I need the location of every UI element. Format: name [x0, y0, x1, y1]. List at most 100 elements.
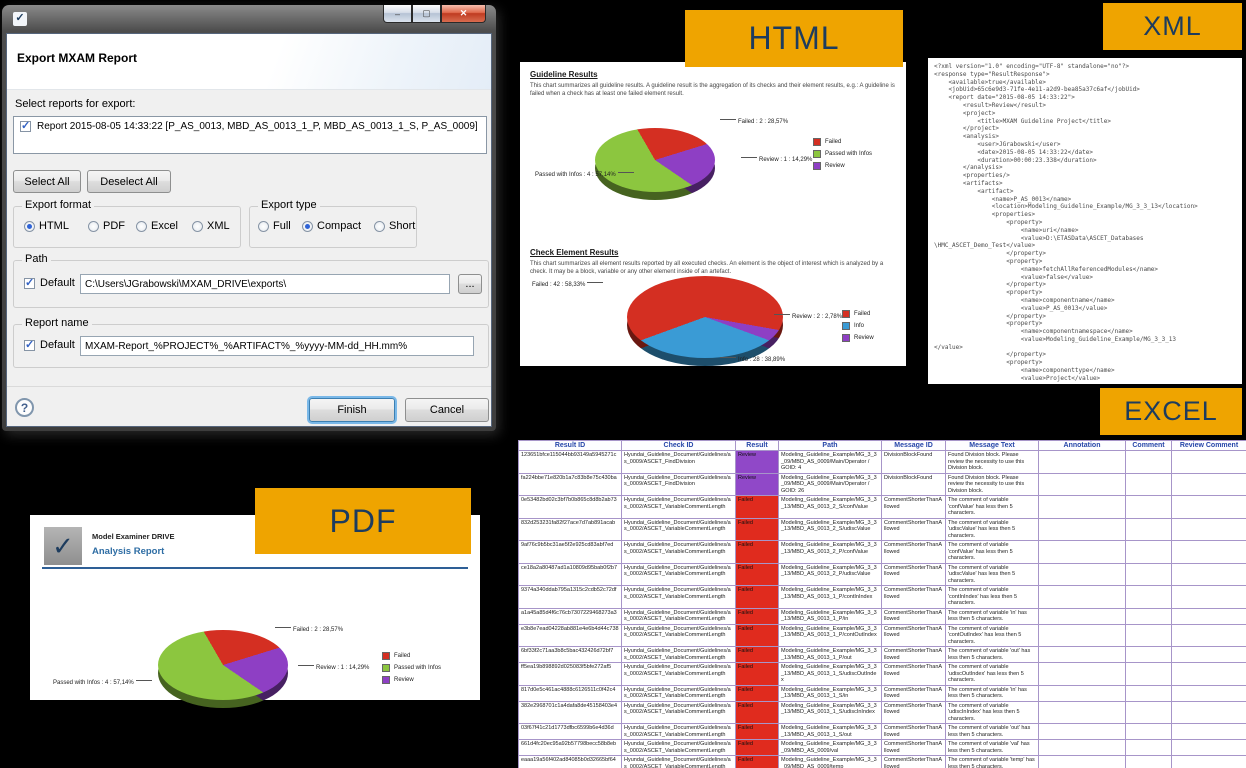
check-id-cell: Hyundai_Guideline_Document/Guidelines/as… — [621, 607, 736, 625]
review-comment-cell — [1171, 472, 1246, 496]
radio-html[interactable]: HTML — [24, 220, 69, 232]
result-id-cell: fa224bbe71e820b1a7c83b8e75c430ba — [518, 472, 622, 496]
path-default-checkbox-row[interactable]: Default — [24, 276, 75, 289]
table-row[interactable]: 123651bfce115044bb93149a5945271c Hyundai_… — [518, 450, 1246, 474]
header-message-id[interactable]: Message ID — [881, 440, 946, 451]
table-row[interactable]: 03f67f41c21d1773dfbc6599b6e4d36d Hyundai_… — [518, 723, 1246, 740]
legend-label-failed: Failed — [854, 311, 871, 317]
path-cell: Modeling_Guideline_Example/MG_3_3_13/MBD… — [778, 723, 882, 740]
check-id-cell: Hyundai_Guideline_Document/Guidelines/as… — [621, 623, 736, 647]
annotation-cell — [1038, 662, 1126, 686]
result-id-cell: 9374a340ddab795a1315c2cdb52c72df — [518, 585, 622, 609]
message-id-cell: CommentShorterThanAllowed — [881, 585, 946, 609]
header-message-text[interactable]: Message Text — [945, 440, 1039, 451]
path-cell: Modeling_Guideline_Example/MG_3_3_13/MBD… — [778, 700, 882, 724]
table-row[interactable]: eaaa19a56f402ad84085b0d32665bf64 Hyundai_… — [518, 755, 1246, 768]
table-row[interactable]: 9374a340ddab795a1315c2cdb52c72df Hyundai_… — [518, 585, 1246, 609]
annotation-cell — [1038, 755, 1126, 768]
maximize-button[interactable]: ▢ — [412, 5, 441, 23]
path-default-checkbox[interactable] — [24, 276, 35, 289]
result-cell: Failed — [735, 540, 779, 564]
report-item-label: Report 2015-08-05 14:33:22 [P_AS_0013, M… — [37, 121, 478, 132]
radio-compact[interactable]: Compact — [302, 220, 361, 232]
table-row[interactable]: 382e2968701c1a4dafa8de45158403e4 Hyundai_… — [518, 700, 1246, 724]
result-cell: Failed — [735, 684, 779, 702]
legend-swatch-passed — [382, 664, 390, 672]
table-row[interactable]: a1a45a85d4f6c76cb7307229468273a3 Hyundai_… — [518, 607, 1246, 625]
annotation-cell — [1038, 684, 1126, 702]
check-id-cell: Hyundai_Guideline_Document/Guidelines/as… — [621, 700, 736, 724]
finish-button[interactable]: Finish — [309, 398, 395, 422]
path-cell: Modeling_Guideline_Example/MG_3_3_13/MBD… — [778, 684, 882, 702]
message-text-cell: The comment of variable 'confValue' has … — [945, 540, 1039, 564]
table-row[interactable]: 832d253231fa82f27ace7d7ab891acab Hyundai_… — [518, 517, 1246, 541]
table-row[interactable]: 817d0e5c461ac4888c6126511c0f42c4 Hyundai_… — [518, 684, 1246, 702]
report-name-group: Report name Default — [13, 317, 489, 368]
report-checkbox[interactable] — [20, 119, 31, 132]
xml-format-banner: XML — [1103, 3, 1242, 50]
help-icon[interactable]: ? — [15, 398, 34, 417]
deselect-all-button[interactable]: Deselect All — [87, 170, 171, 193]
report-name-default-checkbox[interactable] — [24, 338, 35, 351]
table-row[interactable]: e3b8e7ead04228ab881e4e6b4d44c738 Hyundai_… — [518, 623, 1246, 647]
message-id-cell: CommentShorterThanAllowed — [881, 662, 946, 686]
window-controls: – ▢ ✕ — [383, 5, 486, 23]
table-row[interactable]: ff5ea19b898892d025083f5bfe272af5 Hyundai_… — [518, 662, 1246, 686]
radio-compact-label: Compact — [317, 220, 362, 232]
message-text-cell: The comment of variable 'udiscInIndex' h… — [945, 700, 1039, 724]
header-check-id[interactable]: Check ID — [621, 440, 736, 451]
legend-swatch-failed — [842, 310, 850, 318]
review-comment-cell — [1171, 607, 1246, 625]
header-result-id[interactable]: Result ID — [518, 440, 622, 451]
result-id-cell: a1a45a85d4f6c76cb7307229468273a3 — [518, 607, 622, 625]
comment-cell — [1125, 700, 1172, 724]
header-comment[interactable]: Comment — [1125, 440, 1172, 451]
table-row[interactable]: ce18a2a80487ad1a10809d95bab0f2b7 Hyundai_… — [518, 562, 1246, 586]
path-input[interactable] — [80, 274, 450, 294]
check-id-cell: Hyundai_Guideline_Document/Guidelines/as… — [621, 540, 736, 564]
annotation-cell — [1038, 517, 1126, 541]
check-id-cell: Hyundai_Guideline_Document/Guidelines/as… — [621, 562, 736, 586]
slice-label-info: Info : 28 : 38,89% — [720, 357, 785, 363]
radio-xml[interactable]: XML — [192, 220, 230, 232]
radio-full[interactable]: Full — [258, 220, 291, 232]
legend-label-failed: Failed — [394, 653, 411, 659]
review-comment-cell — [1171, 739, 1246, 756]
result-cell: Review — [735, 450, 779, 474]
radio-pdf[interactable]: PDF — [88, 220, 125, 232]
header-annotation[interactable]: Annotation — [1038, 440, 1126, 451]
select-all-button[interactable]: Select All — [13, 170, 81, 193]
message-id-cell: CommentShorterThanAllowed — [881, 562, 946, 586]
check-id-cell: Hyundai_Guideline_Document/Guidelines/as… — [621, 472, 736, 496]
path-cell: Modeling_Guideline_Example/MG_3_3_13/MBD… — [778, 540, 882, 564]
report-name-default-checkbox-row[interactable]: Default — [24, 338, 75, 351]
table-row[interactable]: 661d4fc20ec95a92b57798becc58b8eb Hyundai_… — [518, 739, 1246, 756]
review-comment-cell — [1171, 562, 1246, 586]
table-row[interactable]: 6bf33f2c71aa3b8c5bac432426d72bf7 Hyundai_… — [518, 646, 1246, 663]
list-item[interactable]: Report 2015-08-05 14:33:22 [P_AS_0013, M… — [14, 117, 486, 136]
result-cell: Failed — [735, 755, 779, 768]
table-row[interactable]: 0e53482bd02c3bf7b0b865c8d8b2ab73 Hyundai_… — [518, 495, 1246, 519]
message-id-cell: CommentShorterThanAllowed — [881, 739, 946, 756]
radio-excel[interactable]: Excel — [136, 220, 178, 232]
close-button[interactable]: ✕ — [441, 5, 486, 23]
minimize-button[interactable]: – — [383, 5, 412, 23]
radio-short[interactable]: Short — [374, 220, 415, 232]
header-review-comment[interactable]: Review Comment — [1171, 440, 1246, 451]
pdf-report-preview: ✓ Model Examiner DRIVE Analysis Report F… — [30, 515, 480, 708]
table-row[interactable]: fa224bbe71e820b1a7c83b8e75c430ba Hyundai_… — [518, 472, 1246, 496]
slice-label-review: Review : 2 : 2,78% — [774, 314, 842, 320]
annotation-cell — [1038, 495, 1126, 519]
excel-table-body: 123651bfce115044bb93149a5945271c Hyundai_… — [518, 450, 1246, 768]
annotation-cell — [1038, 623, 1126, 647]
header-path[interactable]: Path — [778, 440, 882, 451]
table-row[interactable]: 9af76c9b5bc31ae5f2e925cd83abf7ed Hyundai_… — [518, 540, 1246, 564]
check-id-cell: Hyundai_Guideline_Document/Guidelines/as… — [621, 585, 736, 609]
browse-button[interactable]: ... — [458, 274, 482, 294]
cancel-button[interactable]: Cancel — [405, 398, 489, 422]
message-text-cell: The comment of variable 'out' has less t… — [945, 723, 1039, 740]
report-list[interactable]: Report 2015-08-05 14:33:22 [P_AS_0013, M… — [13, 116, 487, 154]
report-name-default-label: Default — [40, 339, 75, 351]
report-name-input[interactable] — [80, 336, 474, 356]
header-result[interactable]: Result — [735, 440, 779, 451]
